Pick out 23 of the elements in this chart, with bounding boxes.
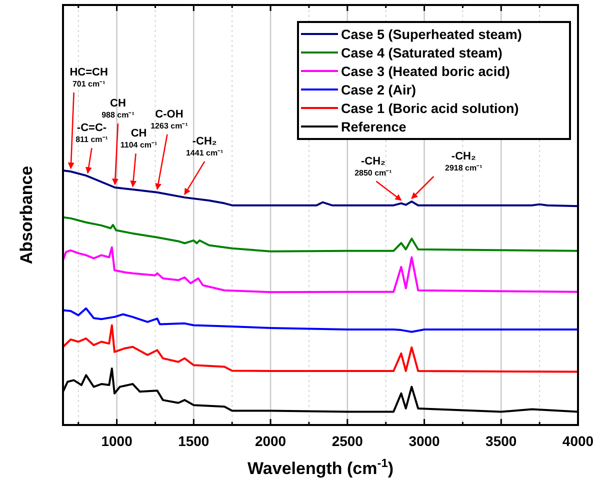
annotation: C-OH 1263 cm⁻¹ bbox=[150, 108, 188, 130]
x-tick-label: 3500 bbox=[486, 433, 517, 449]
x-tick-label: 3000 bbox=[408, 433, 440, 449]
annotation: CH 1104 cm⁻¹ bbox=[120, 128, 158, 150]
legend-label: Case 5 (Superheated steam) bbox=[341, 27, 522, 42]
x-tick-label: 2000 bbox=[254, 433, 286, 449]
annotation: -CH₂ 2850 cm⁻¹ bbox=[354, 155, 392, 178]
legend-label: Case 4 (Saturated steam) bbox=[341, 46, 502, 60]
legend-label: Reference bbox=[341, 120, 407, 134]
legend-label: Case 1 (Boric acid solution) bbox=[341, 101, 519, 116]
x-tick-label: 1000 bbox=[101, 433, 133, 449]
annotation: HC=CH 701 cm⁻¹ bbox=[70, 66, 108, 88]
annotation: -CH₂ 2918 cm⁻¹ bbox=[445, 150, 483, 173]
x-tick-label: 1500 bbox=[178, 433, 210, 449]
y-axis-title: Absorbance bbox=[17, 166, 36, 264]
legend-label: Case 2 (Air) bbox=[341, 82, 416, 98]
annotation: CH 988 cm⁻¹ bbox=[102, 98, 135, 120]
annotation: -CH₂ 1441 cm⁻¹ bbox=[186, 135, 224, 158]
x-tick-label: 4000 bbox=[562, 433, 594, 449]
x-tick-label: 2500 bbox=[332, 433, 364, 449]
annotation: -C=C- 811 cm⁻¹ bbox=[76, 122, 108, 144]
legend-label: Case 3 (Heated boric acid) bbox=[341, 64, 510, 79]
x-axis-title: Wavelength (cm$^{-1}$) bbox=[248, 456, 394, 478]
